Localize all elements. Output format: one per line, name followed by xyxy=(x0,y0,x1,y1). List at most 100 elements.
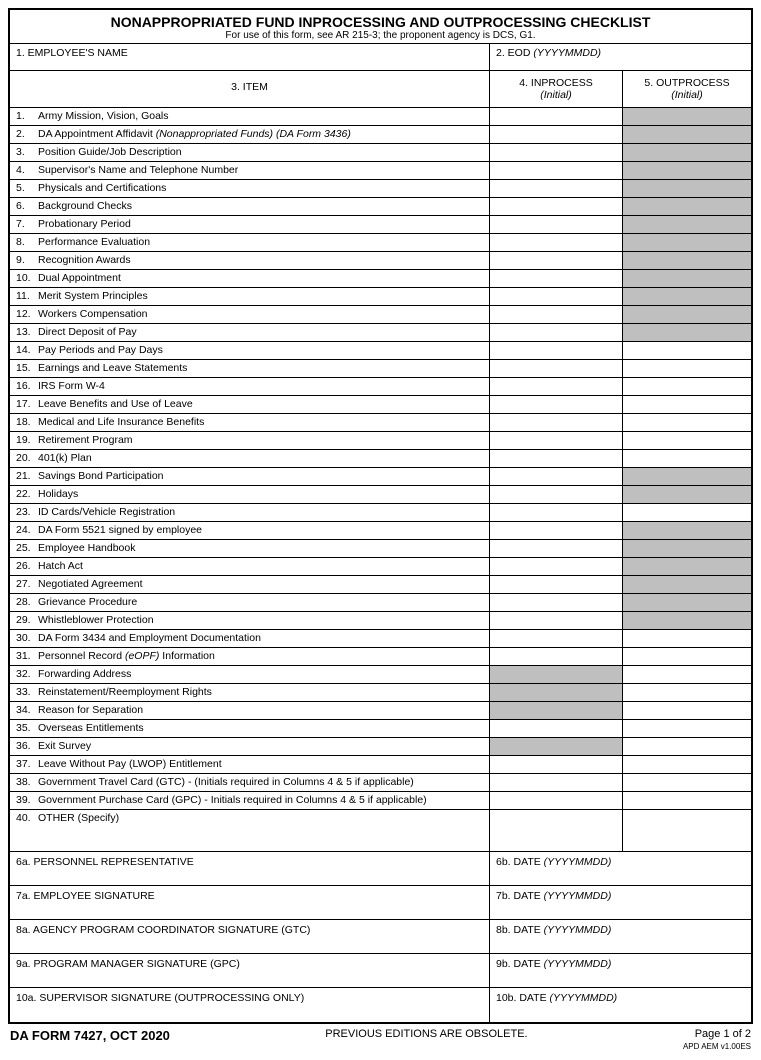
inprocess-cell[interactable] xyxy=(490,342,623,359)
inprocess-cell[interactable] xyxy=(490,432,623,449)
inprocess-cell[interactable] xyxy=(490,360,623,377)
inprocess-cell[interactable] xyxy=(490,792,623,809)
outprocess-cell[interactable] xyxy=(623,630,751,647)
inprocess-cell[interactable] xyxy=(490,270,623,287)
signature-date-label[interactable]: 9b. DATE (YYYYMMDD) xyxy=(490,954,751,987)
inprocess-cell[interactable] xyxy=(490,162,623,179)
outprocess-cell[interactable] xyxy=(623,396,751,413)
signature-date-label[interactable]: 6b. DATE (YYYYMMDD) xyxy=(490,852,751,885)
inprocess-cell[interactable] xyxy=(490,216,623,233)
inprocess-cell[interactable] xyxy=(490,378,623,395)
outprocess-cell[interactable] xyxy=(623,342,751,359)
signature-label[interactable]: 6a. PERSONNEL REPRESENTATIVE xyxy=(10,852,490,885)
inprocess-cell[interactable] xyxy=(490,648,623,665)
checklist-row: 36.Exit Survey xyxy=(10,738,751,756)
outprocess-cell xyxy=(623,144,751,161)
inprocess-cell[interactable] xyxy=(490,198,623,215)
signature-label[interactable]: 8a. AGENCY PROGRAM COORDINATOR SIGNATURE… xyxy=(10,920,490,953)
checklist-row: 24.DA Form 5521 signed by employee xyxy=(10,522,751,540)
checklist-row: 32.Forwarding Address xyxy=(10,666,751,684)
inprocess-cell[interactable] xyxy=(490,234,623,251)
row-number: 8. xyxy=(10,234,38,251)
signature-date-label[interactable]: 10b. DATE (YYYYMMDD) xyxy=(490,988,751,1022)
inprocess-cell[interactable] xyxy=(490,144,623,161)
inprocess-cell[interactable] xyxy=(490,180,623,197)
row-number: 30. xyxy=(10,630,38,647)
inprocess-cell[interactable] xyxy=(490,522,623,539)
signature-date-label[interactable]: 8b. DATE (YYYYMMDD) xyxy=(490,920,751,953)
form-title: NONAPPROPRIATED FUND INPROCESSING AND OU… xyxy=(10,10,751,30)
inprocess-cell[interactable] xyxy=(490,396,623,413)
outprocess-cell[interactable] xyxy=(623,414,751,431)
inprocess-cell[interactable] xyxy=(490,414,623,431)
checklist-row: 5.Physicals and Certifications xyxy=(10,180,751,198)
row-description: Retirement Program xyxy=(38,432,490,449)
inprocess-cell[interactable] xyxy=(490,252,623,269)
outprocess-cell[interactable] xyxy=(623,360,751,377)
row-number: 29. xyxy=(10,612,38,629)
inprocess-cell[interactable] xyxy=(490,630,623,647)
row-number: 5. xyxy=(10,180,38,197)
signature-label[interactable]: 9a. PROGRAM MANAGER SIGNATURE (GPC) xyxy=(10,954,490,987)
outprocess-cell xyxy=(623,594,751,611)
row-number: 32. xyxy=(10,666,38,683)
inprocess-cell[interactable] xyxy=(490,504,623,521)
signature-label[interactable]: 7a. EMPLOYEE SIGNATURE xyxy=(10,886,490,919)
row-description: Government Purchase Card (GPC) - Initial… xyxy=(38,792,490,809)
checklist-row: 19.Retirement Program xyxy=(10,432,751,450)
inprocess-cell[interactable] xyxy=(490,108,623,125)
checklist-row: 12.Workers Compensation xyxy=(10,306,751,324)
signature-row: 7a. EMPLOYEE SIGNATURE7b. DATE (YYYYMMDD… xyxy=(10,886,751,920)
outprocess-cell[interactable] xyxy=(623,774,751,791)
row-description: Supervisor's Name and Telephone Number xyxy=(38,162,490,179)
outprocess-cell[interactable] xyxy=(623,450,751,467)
row-number: 36. xyxy=(10,738,38,755)
inprocess-cell[interactable] xyxy=(490,126,623,143)
outprocess-cell[interactable] xyxy=(623,432,751,449)
inprocess-cell[interactable] xyxy=(490,720,623,737)
outprocess-cell[interactable] xyxy=(623,648,751,665)
inprocess-cell[interactable] xyxy=(490,306,623,323)
checklist-row: 2.DA Appointment Affidavit (Nonappropria… xyxy=(10,126,751,144)
inprocess-cell[interactable] xyxy=(490,576,623,593)
row-number: 6. xyxy=(10,198,38,215)
inprocess-cell[interactable] xyxy=(490,486,623,503)
checklist-row: 29.Whistleblower Protection xyxy=(10,612,751,630)
outprocess-cell xyxy=(623,540,751,557)
outprocess-cell[interactable] xyxy=(623,666,751,683)
inprocess-cell[interactable] xyxy=(490,288,623,305)
row-description: Grievance Procedure xyxy=(38,594,490,611)
row-description: Holidays xyxy=(38,486,490,503)
outprocess-cell[interactable] xyxy=(623,684,751,701)
checklist-row: 21.Savings Bond Participation xyxy=(10,468,751,486)
inprocess-cell[interactable] xyxy=(490,756,623,773)
inprocess-cell[interactable] xyxy=(490,612,623,629)
inprocess-cell[interactable] xyxy=(490,558,623,575)
inprocess-sub: (Initial) xyxy=(540,89,572,101)
inprocess-cell[interactable] xyxy=(490,450,623,467)
checklist-row: 4.Supervisor's Name and Telephone Number xyxy=(10,162,751,180)
row-description: Probationary Period xyxy=(38,216,490,233)
outprocess-cell[interactable] xyxy=(623,810,751,851)
row-description: Medical and Life Insurance Benefits xyxy=(38,414,490,431)
outprocess-cell[interactable] xyxy=(623,756,751,773)
row-number: 26. xyxy=(10,558,38,575)
inprocess-cell[interactable] xyxy=(490,468,623,485)
outprocess-cell[interactable] xyxy=(623,504,751,521)
inprocess-cell[interactable] xyxy=(490,594,623,611)
outprocess-cell[interactable] xyxy=(623,720,751,737)
row-number: 20. xyxy=(10,450,38,467)
outprocess-cell[interactable] xyxy=(623,378,751,395)
signature-date-label[interactable]: 7b. DATE (YYYYMMDD) xyxy=(490,886,751,919)
outprocess-cell[interactable] xyxy=(623,738,751,755)
row-description: IRS Form W-4 xyxy=(38,378,490,395)
inprocess-cell[interactable] xyxy=(490,324,623,341)
inprocess-cell[interactable] xyxy=(490,540,623,557)
outprocess-sub: (Initial) xyxy=(671,89,703,101)
inprocess-cell[interactable] xyxy=(490,774,623,791)
outprocess-cell[interactable] xyxy=(623,702,751,719)
outprocess-cell[interactable] xyxy=(623,792,751,809)
checklist-row: 8.Performance Evaluation xyxy=(10,234,751,252)
inprocess-cell[interactable] xyxy=(490,810,623,851)
signature-label[interactable]: 10a. SUPERVISOR SIGNATURE (OUTPROCESSING… xyxy=(10,988,490,1022)
